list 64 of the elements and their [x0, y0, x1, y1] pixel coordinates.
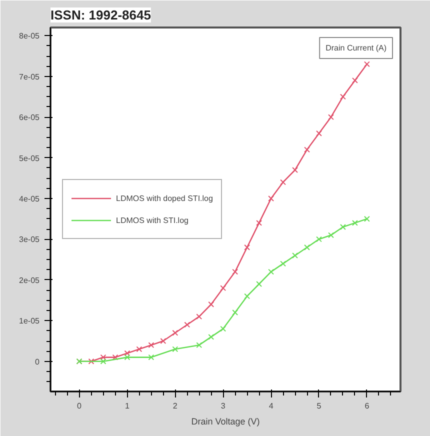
point	[148, 342, 154, 348]
text: ISSN: 1992-8645	[50, 8, 151, 22]
point	[364, 216, 370, 222]
point	[256, 220, 262, 226]
point	[100, 358, 106, 364]
point	[340, 94, 346, 100]
legend-label: LDMOS with STI.log	[116, 216, 188, 224]
point	[268, 268, 274, 275]
point	[172, 330, 178, 336]
point	[100, 354, 106, 360]
point	[136, 346, 142, 352]
point	[340, 224, 346, 230]
x-tick-label: 4	[268, 402, 274, 410]
point	[124, 350, 130, 356]
point	[112, 354, 118, 360]
x-tick-label: 3	[220, 402, 226, 410]
point	[124, 354, 130, 360]
y-tick-label: 1e-05	[19, 316, 40, 326]
x-tick-label: 0	[77, 402, 82, 410]
point	[172, 346, 178, 352]
point	[220, 326, 226, 332]
point	[208, 301, 214, 308]
point	[244, 244, 250, 250]
point	[220, 285, 226, 292]
point	[232, 310, 238, 316]
point	[304, 146, 310, 153]
point	[280, 179, 286, 186]
point	[88, 358, 94, 364]
y-tick-label: 6e-05	[19, 113, 40, 122]
point	[352, 220, 358, 226]
point	[364, 61, 370, 68]
point	[268, 196, 274, 202]
point	[328, 232, 334, 238]
point	[196, 314, 202, 320]
point	[244, 293, 250, 300]
y-tick-label: 5e-05	[19, 154, 40, 163]
y-tick-label: 8e-05	[19, 32, 40, 41]
point	[292, 167, 298, 173]
y-tick-label: 7e-05	[19, 72, 40, 82]
point	[292, 252, 298, 258]
point	[232, 268, 238, 275]
point	[304, 244, 310, 250]
point	[148, 354, 154, 360]
x-tick-label: 1	[124, 402, 130, 410]
x-tick-label: 6	[364, 402, 370, 410]
legend-label: LDMOS with doped STI.log	[116, 194, 213, 202]
y-axis-title: Drain Current (A)	[326, 44, 387, 52]
point	[280, 260, 286, 267]
point	[196, 342, 202, 348]
point	[208, 334, 214, 340]
y-tick-label: 0	[35, 357, 40, 366]
x-tick-label: 2	[172, 402, 178, 410]
y-tick-label: 2e-05	[19, 276, 40, 285]
x-axis-title: Drain Voltage (V)	[191, 416, 260, 426]
point	[316, 130, 322, 136]
y-tick-label: 4e-05	[19, 194, 40, 204]
point	[160, 338, 166, 344]
point	[328, 114, 334, 120]
point	[184, 322, 190, 328]
x-tick-label: 5	[316, 402, 322, 410]
point	[316, 236, 322, 242]
point	[256, 281, 262, 287]
point	[352, 77, 358, 84]
y-tick-label: 3e-05	[19, 235, 40, 244]
